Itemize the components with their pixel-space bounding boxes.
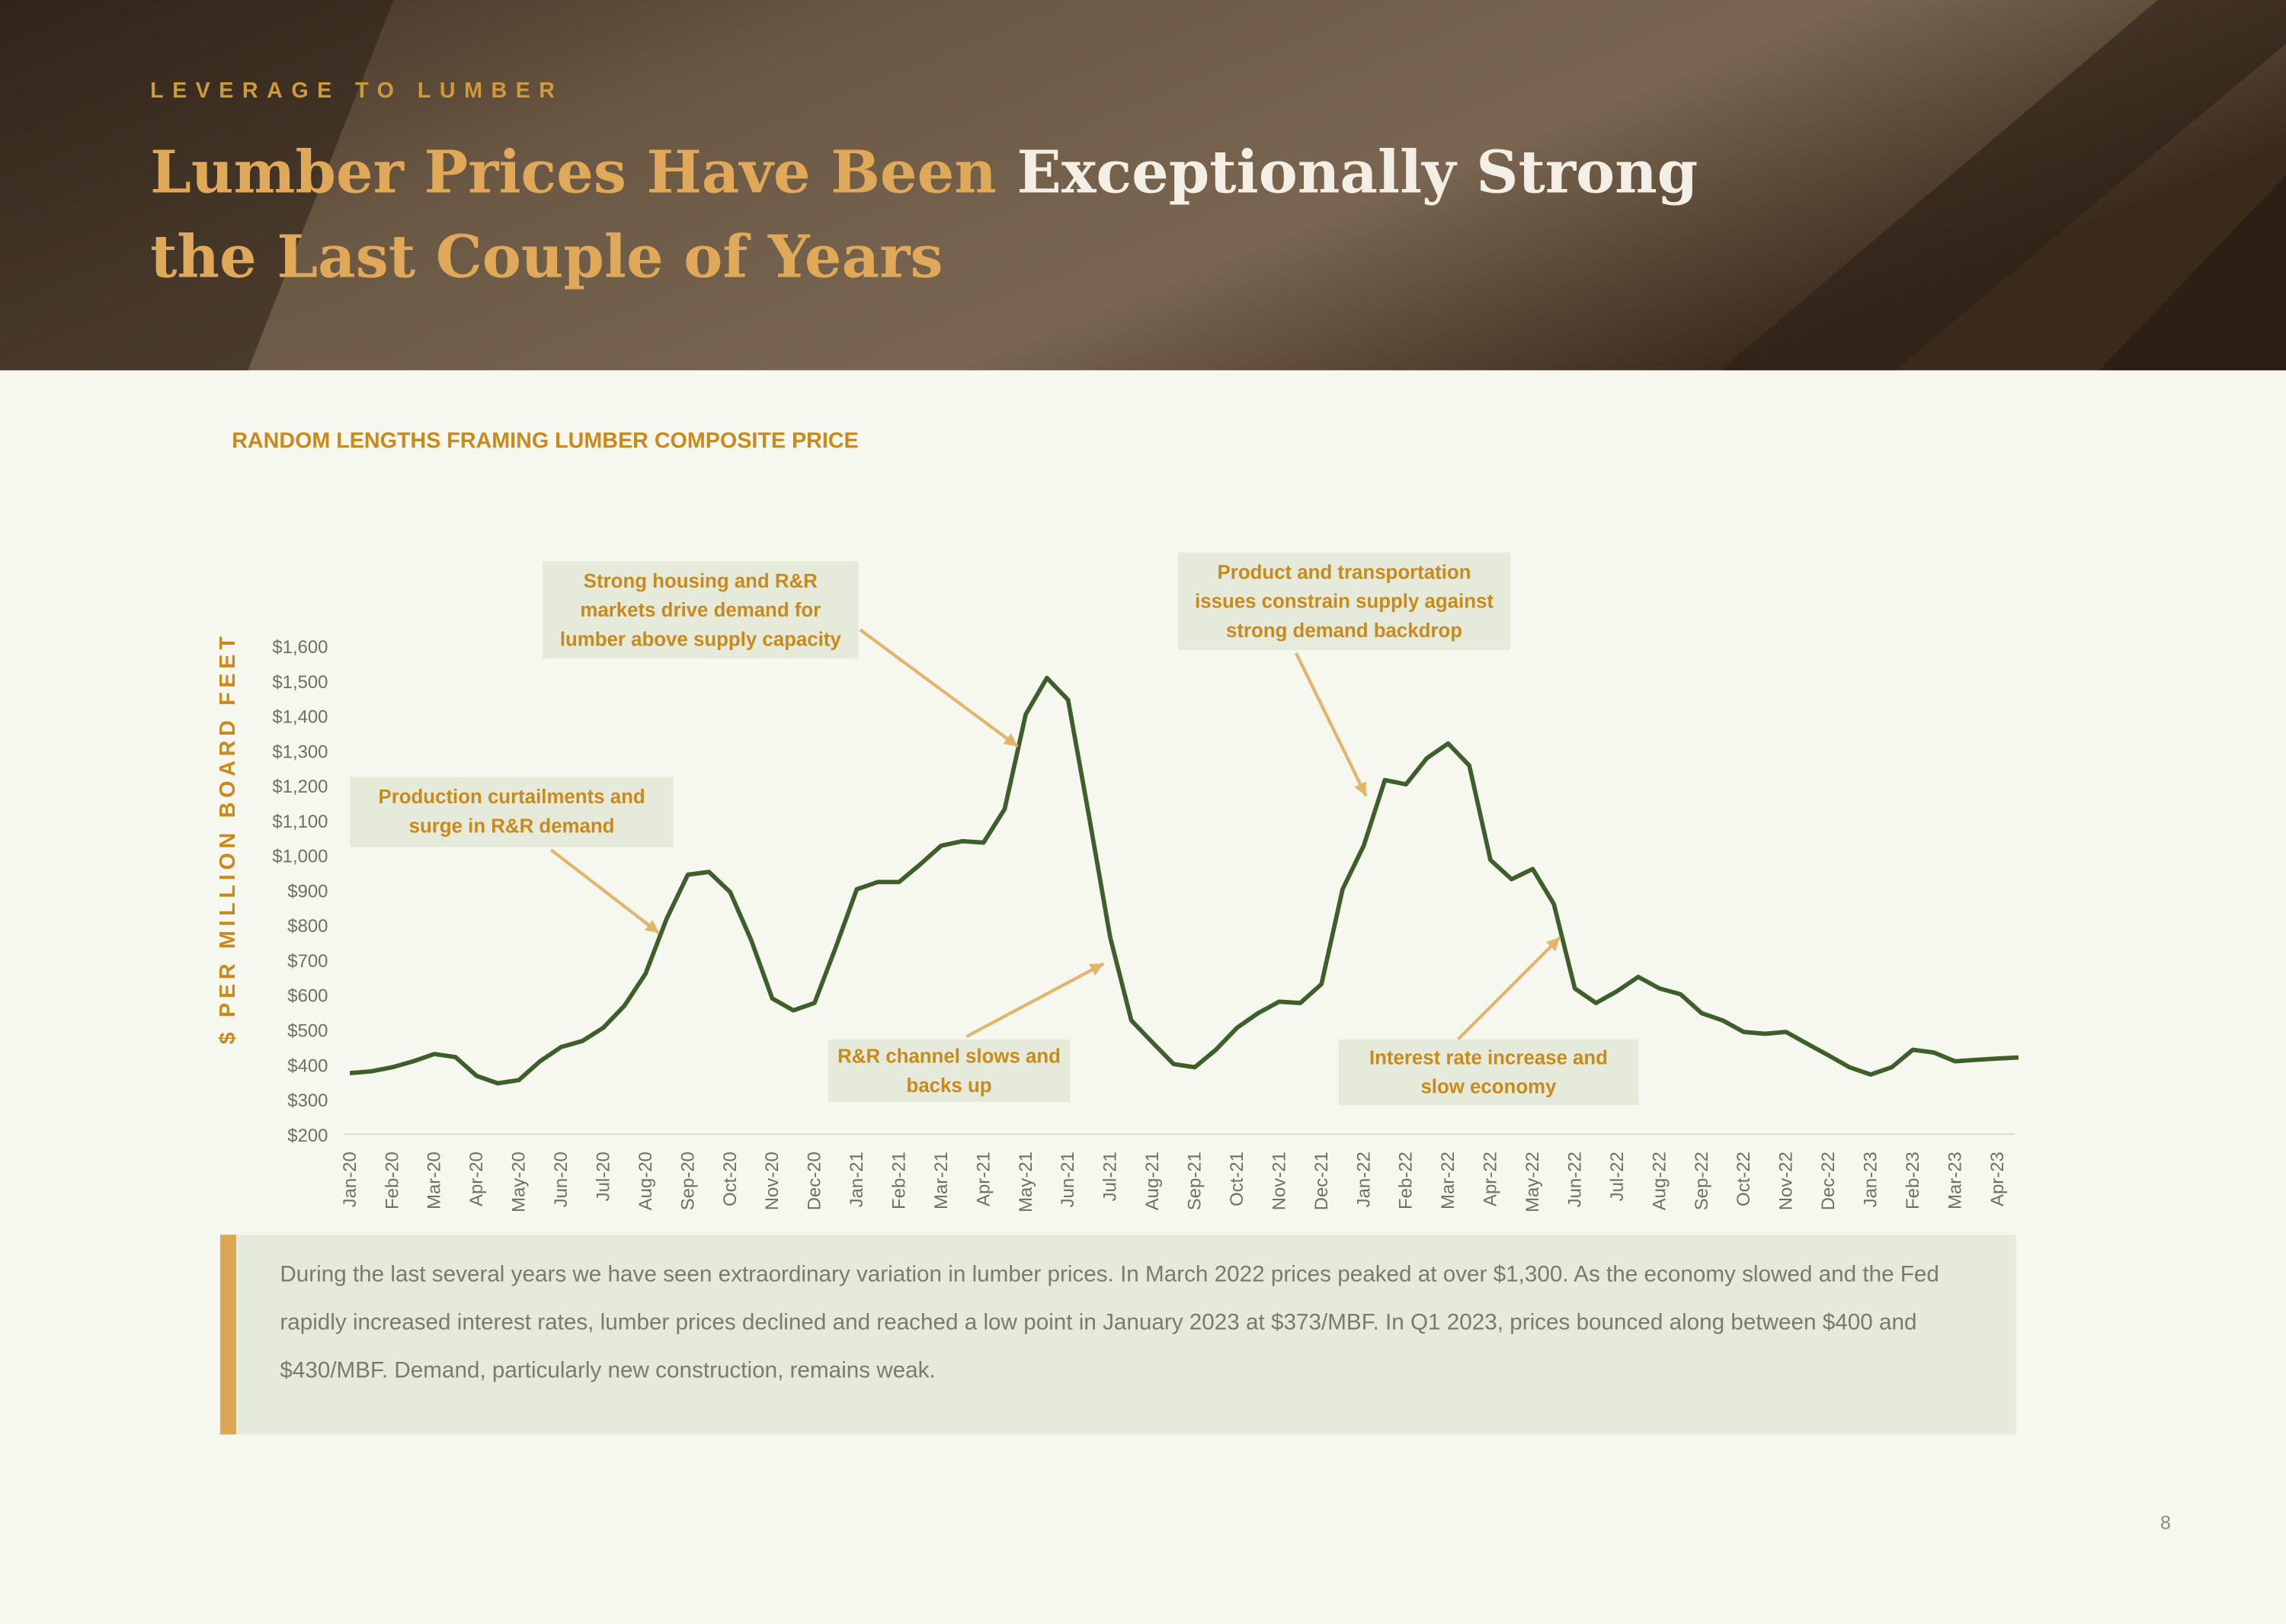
price-line xyxy=(349,675,2019,1086)
text-box xyxy=(219,1235,2017,1435)
x-tick-label: Jan-23 xyxy=(1860,1152,1881,1207)
y-tick-label: $800 xyxy=(287,916,328,937)
annotation: Production curtailments and surge in R&R… xyxy=(350,777,674,847)
annotation-frame: R&R channel slows and backs up xyxy=(828,1039,1071,1103)
x-tick-label: Feb-22 xyxy=(1396,1152,1417,1209)
x-tick-label: Dec-22 xyxy=(1818,1152,1839,1210)
x-tick-label: Mar-20 xyxy=(424,1152,445,1209)
x-tick-label: May-22 xyxy=(1522,1152,1543,1212)
callout-arrowhead xyxy=(1089,963,1104,976)
annotation: Strong housing and R&R markets drive dem… xyxy=(542,561,859,659)
x-tick-label: Jun-21 xyxy=(1058,1152,1078,1207)
annotation: Product and transportation issues constr… xyxy=(1177,552,1511,651)
body-text: During the last several years we have se… xyxy=(280,1262,1939,1384)
annotation-frame: Strong housing and R&R markets drive dem… xyxy=(542,561,859,659)
y-tick-label: $1,300 xyxy=(272,742,328,762)
x-tick-label: Feb-20 xyxy=(382,1152,402,1209)
callout-arrowhead xyxy=(1545,937,1561,952)
y-tick-label: $900 xyxy=(287,881,328,902)
x-tick-label: Mar-22 xyxy=(1438,1152,1458,1209)
y-tick-label: $1,000 xyxy=(272,847,328,867)
callout-arrow xyxy=(1456,936,1561,1041)
callout-arrowhead xyxy=(1354,781,1366,796)
eyebrow: LEVERAGE TO LUMBER xyxy=(150,78,563,103)
x-tick-label: Feb-21 xyxy=(888,1152,909,1209)
x-tick-label: Oct-22 xyxy=(1734,1152,1754,1206)
chart-title: RANDOM LENGTHS FRAMING LUMBER COMPOSITE … xyxy=(232,428,858,453)
x-tick-label: Apr-21 xyxy=(973,1152,994,1206)
y-tick-label: $1,600 xyxy=(272,637,328,658)
x-tick-label: Sep-20 xyxy=(677,1152,698,1210)
x-tick-label: Sep-21 xyxy=(1185,1152,1205,1210)
callout-arrowhead xyxy=(644,919,659,934)
text-box-accent xyxy=(219,1235,236,1435)
y-tick-label: $600 xyxy=(287,986,328,1007)
y-tick-label: $1,500 xyxy=(272,672,328,693)
x-tick-label: Mar-21 xyxy=(931,1152,952,1209)
wood-gap xyxy=(1720,0,2286,370)
x-tick-label: Nov-22 xyxy=(1776,1152,1797,1210)
x-tick-label: Jul-21 xyxy=(1100,1152,1121,1201)
title-line-2: the Last Couple of Years xyxy=(150,223,943,291)
x-tick-label: Dec-21 xyxy=(1311,1152,1332,1210)
x-tick-label: Jul-20 xyxy=(593,1152,613,1201)
y-tick-label: $700 xyxy=(287,951,328,972)
page-number: 8 xyxy=(2160,1513,2171,1534)
title-part: Exceptionally Strong xyxy=(1017,139,1698,207)
y-tick-label: $1,200 xyxy=(272,777,328,797)
y-tick-label: $300 xyxy=(287,1091,328,1111)
x-tick-label: Jun-22 xyxy=(1564,1152,1585,1207)
annotation-frame: Interest rate increase and slow economy xyxy=(1338,1039,1639,1105)
callout-arrow xyxy=(1295,652,1368,797)
callout-arrow xyxy=(549,848,661,934)
y-tick-label: $1,400 xyxy=(272,707,328,728)
y-tick-label: $200 xyxy=(287,1126,328,1146)
x-tick-label: Jan-21 xyxy=(847,1152,867,1207)
x-tick-label: Sep-22 xyxy=(1692,1152,1712,1210)
callout-arrowhead xyxy=(1003,733,1018,747)
y-tick-label: $1,100 xyxy=(272,812,328,832)
x-tick-label: Jul-22 xyxy=(1607,1152,1628,1201)
x-tick-label: Mar-23 xyxy=(1945,1152,1965,1209)
x-tick-label: Apr-20 xyxy=(466,1152,487,1206)
wood-shadow xyxy=(0,0,394,370)
x-tick-label: Apr-23 xyxy=(1987,1152,2008,1206)
x-tick-label: Jan-20 xyxy=(340,1152,360,1207)
x-tick-label: Nov-20 xyxy=(762,1152,783,1210)
y-tick-label: $400 xyxy=(287,1055,328,1076)
x-tick-label: Aug-20 xyxy=(636,1152,656,1210)
y-tick-label: $500 xyxy=(287,1021,328,1042)
x-tick-label: Feb-23 xyxy=(1903,1152,1923,1209)
x-tick-label: Oct-21 xyxy=(1227,1152,1247,1206)
y-axis-title: $ PER MILLION BOARD FEET xyxy=(216,632,240,1044)
x-tick-label: Oct-20 xyxy=(720,1152,741,1206)
annotation-frame: Product and transportation issues constr… xyxy=(1177,552,1511,651)
x-tick-label: Dec-20 xyxy=(805,1152,825,1210)
x-tick-label: Aug-21 xyxy=(1142,1152,1163,1210)
annotation: R&R channel slows and backs up xyxy=(828,1039,1071,1103)
x-tick-label: May-20 xyxy=(509,1152,530,1212)
title-line-1: Lumber Prices Have Been Exceptionally St… xyxy=(150,139,1698,207)
body-text-frame: During the last several years we have se… xyxy=(280,1262,1939,1384)
x-tick-label: Aug-22 xyxy=(1649,1152,1670,1210)
annotation: Interest rate increase and slow economy xyxy=(1338,1039,1639,1105)
annotation-frame: Production curtailments and surge in R&R… xyxy=(350,777,674,847)
x-tick-label: Apr-22 xyxy=(1481,1152,1501,1206)
callout-arrow xyxy=(965,962,1105,1038)
x-tick-label: Jun-20 xyxy=(551,1152,572,1207)
x-tick-label: Jan-22 xyxy=(1353,1152,1374,1207)
title-part: Lumber Prices Have Been xyxy=(150,139,997,207)
x-tick-label: May-21 xyxy=(1016,1152,1036,1212)
x-tick-label: Nov-21 xyxy=(1269,1152,1289,1210)
callout-arrow xyxy=(859,628,1019,748)
